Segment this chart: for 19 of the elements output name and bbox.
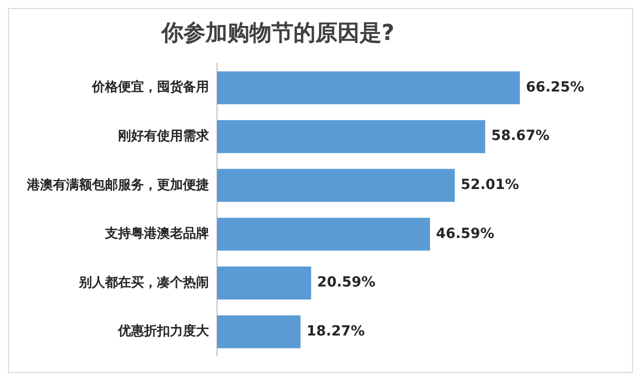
bar [217,71,520,104]
bar [217,120,486,154]
chart-title: 你参加购物节的原因是? [160,20,394,46]
y-tick-label: 别人都在买，凑个热闹 [78,275,209,290]
bar [217,315,301,348]
y-tick-label: 刚好有使用需求 [118,128,210,144]
bar [217,168,455,202]
bar [217,218,430,251]
data-label: 66.25% [526,79,584,96]
data-label: 20.59% [317,274,376,291]
data-label: 52.01% [460,177,520,194]
y-tick-label: 价格便宜，囤货备用 [91,79,209,96]
y-tick-label: 支持粤港澳老品牌 [104,226,209,242]
bar [217,266,312,300]
y-tick-label: 港澳有满额包邮服务，更加便捷 [26,176,209,193]
data-label: 18.27% [306,323,365,340]
y-tick-label: 优惠折扣力度大 [117,323,210,340]
data-label: 46.59% [436,226,494,242]
data-label: 58.67% [491,128,550,144]
